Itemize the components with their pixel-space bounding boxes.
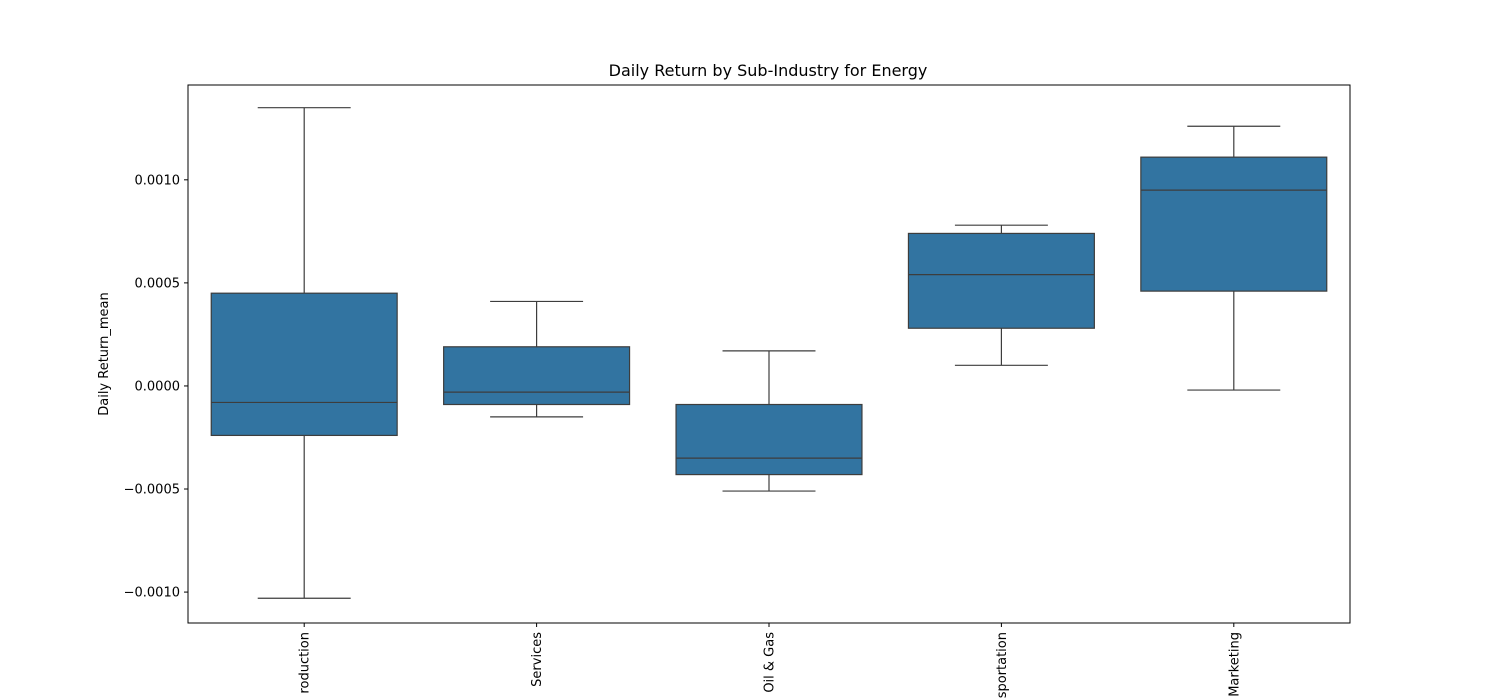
plot-area: −0.0010 −0.0005 0.0000 0.0005 0.0010 roductio…: [124, 84, 1351, 698]
y-tick-label: 0.0000: [135, 379, 181, 394]
x-tick-label: Marketing: [1227, 632, 1242, 697]
y-axis-label: Daily Return_mean: [97, 292, 112, 416]
box-iqr: [210, 292, 398, 437]
chart-title: Daily Return by Sub-Industry for Energy: [609, 61, 928, 80]
y-tick-label: 0.0010: [135, 173, 181, 188]
box-iqr: [675, 403, 863, 476]
y-tick-label: 0.0005: [135, 276, 181, 291]
x-tick-label: Services: [530, 632, 545, 691]
x-tick-label: sportation: [995, 632, 1010, 698]
x-tick-label: roduction: [298, 632, 313, 694]
axes-frame: [187, 84, 1351, 624]
box-iqr: [443, 346, 631, 406]
box-iqr: [1140, 156, 1328, 292]
box-iqr: [907, 232, 1095, 329]
y-tick-label: −0.0005: [124, 483, 180, 498]
x-tick-label: Oil & Gas: [763, 632, 778, 693]
y-tick-label: −0.0010: [124, 586, 180, 601]
